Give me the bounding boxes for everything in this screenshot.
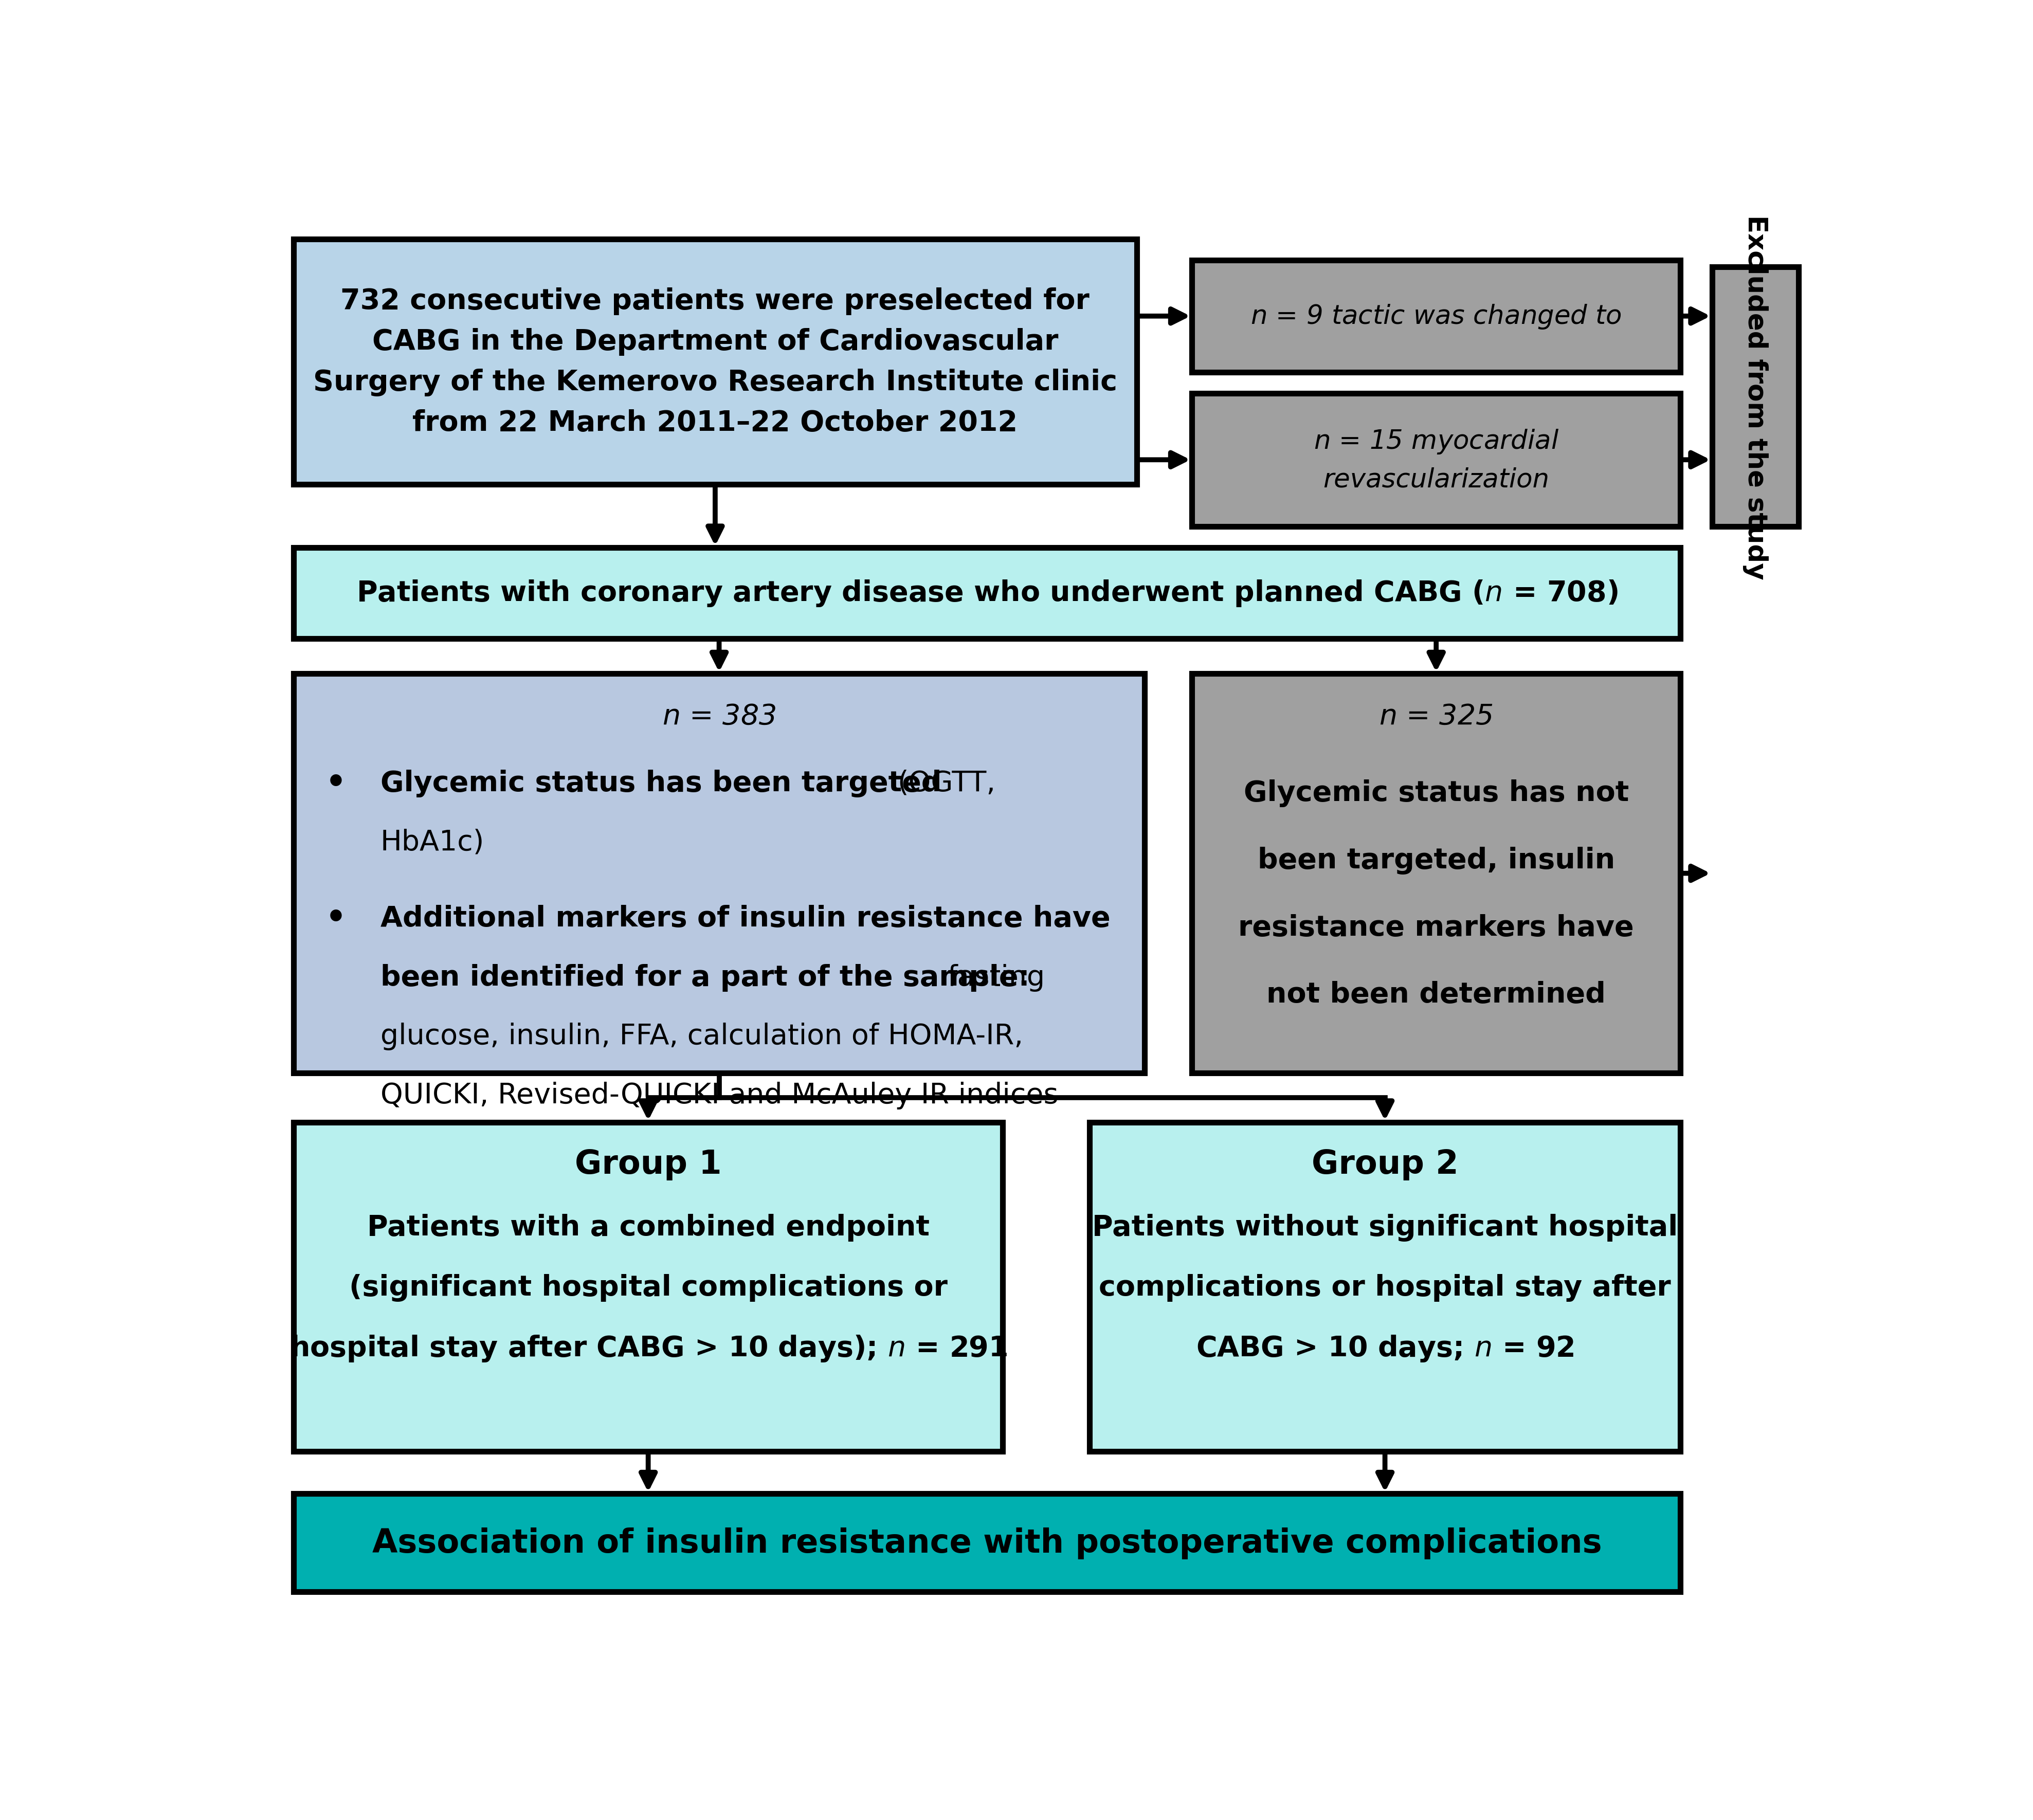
Text: •: • — [325, 903, 346, 934]
Text: not been determined: not been determined — [1267, 981, 1606, 1008]
Text: Glycemic status has not: Glycemic status has not — [1244, 779, 1628, 806]
Text: hospital stay after CABG > 10 days); $n$ = 291: hospital stay after CABG > 10 days); $n$… — [289, 1332, 1006, 1363]
Text: Glycemic status has been targeted: Glycemic status has been targeted — [380, 770, 941, 797]
Text: $n$ = 325: $n$ = 325 — [1378, 703, 1492, 730]
Bar — [1712, 268, 1799, 526]
Text: 732 consecutive patients were preselected for
CABG in the Department of Cardiova: 732 consecutive patients were preselecte… — [313, 288, 1116, 437]
Bar — [293, 673, 1145, 1074]
Text: Association of insulin resistance with postoperative complications: Association of insulin resistance with p… — [372, 1527, 1602, 1558]
Text: Patients with coronary artery disease who underwent planned CABG ($n$ = 708): Patients with coronary artery disease wh… — [356, 579, 1618, 608]
Text: $n$ = 383: $n$ = 383 — [663, 703, 777, 730]
Bar — [293, 548, 1679, 639]
Text: been identified for a part of the sample:: been identified for a part of the sample… — [380, 963, 1029, 992]
Text: glucose, insulin, FFA, calculation of HOMA-IR,: glucose, insulin, FFA, calculation of HO… — [380, 1023, 1023, 1050]
Text: CABG > 10 days; $n$ = 92: CABG > 10 days; $n$ = 92 — [1195, 1332, 1574, 1363]
Text: resistance markers have: resistance markers have — [1238, 914, 1635, 941]
Text: Group 2: Group 2 — [1311, 1148, 1458, 1181]
Text: Patients without significant hospital: Patients without significant hospital — [1092, 1214, 1677, 1241]
Text: Excluded from the study: Excluded from the study — [1742, 215, 1769, 579]
Text: •: • — [325, 768, 346, 799]
Text: been targeted, insulin: been targeted, insulin — [1256, 846, 1614, 874]
Text: (significant hospital complications or: (significant hospital complications or — [350, 1274, 947, 1301]
Text: Additional markers of insulin resistance have: Additional markers of insulin resistance… — [380, 905, 1110, 932]
Bar — [1191, 673, 1679, 1074]
Text: HbA1c): HbA1c) — [380, 828, 484, 855]
Bar — [1191, 260, 1679, 373]
Text: $n$ = 15 myocardial
revascularization: $n$ = 15 myocardial revascularization — [1313, 428, 1559, 493]
Bar — [293, 240, 1136, 484]
Text: fasting: fasting — [947, 963, 1045, 992]
Text: complications or hospital stay after: complications or hospital stay after — [1098, 1274, 1671, 1301]
Bar — [1090, 1123, 1679, 1452]
Bar — [293, 1494, 1679, 1592]
Text: Patients with a combined endpoint: Patients with a combined endpoint — [366, 1214, 929, 1241]
Text: Group 1: Group 1 — [575, 1148, 722, 1181]
Text: $n$ = 9 tactic was changed to: $n$ = 9 tactic was changed to — [1250, 302, 1622, 331]
Text: (OGTT,: (OGTT, — [897, 770, 994, 797]
Bar — [1191, 393, 1679, 526]
Bar — [293, 1123, 1002, 1452]
Text: QUICKI, Revised-QUICKI and McAuley IR indices: QUICKI, Revised-QUICKI and McAuley IR in… — [380, 1081, 1057, 1108]
